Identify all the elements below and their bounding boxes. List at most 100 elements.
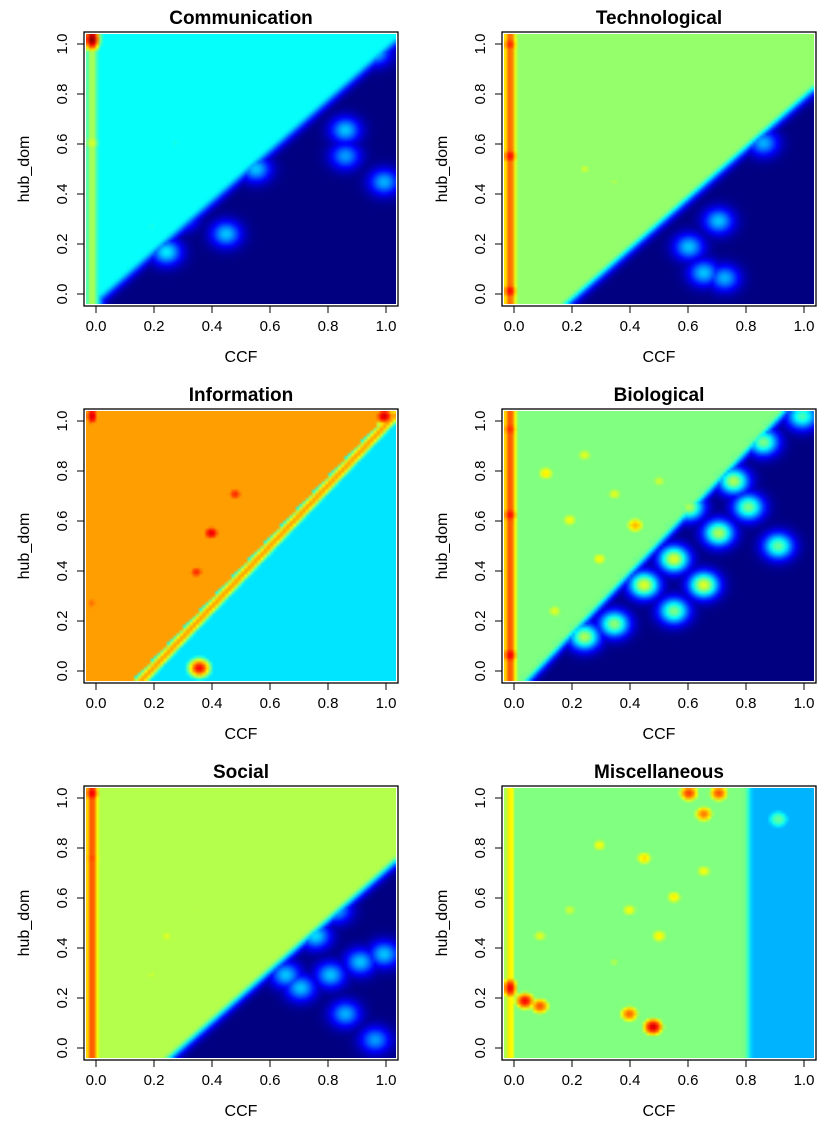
y-tick-label: 0.4 <box>54 184 71 205</box>
chart-title: Communication <box>169 8 313 29</box>
plot-frame <box>501 408 817 684</box>
x-tick-label: 0.6 <box>678 318 699 335</box>
heatmap-raster <box>86 34 396 304</box>
y-tick-label: 0.4 <box>472 184 489 205</box>
x-tick-label: 0.0 <box>504 318 525 335</box>
panel-social: Social 0.0 0.2 0.4 0.6 0.8 1.0 0.0 0.2 0.4 0.6 0.8 1… <box>16 762 399 1120</box>
x-tick-label: 0.6 <box>260 1072 281 1089</box>
y-tick-label: 1.0 <box>54 788 71 809</box>
y-axis-label: hub_dom <box>16 890 33 957</box>
x-axis-label: CCF <box>643 726 676 743</box>
y-tick-label: 0.2 <box>54 611 71 632</box>
y-tick-label: 0.2 <box>472 234 489 255</box>
y-tick-label: 0.8 <box>54 838 71 859</box>
x-tick-label: 0.8 <box>736 318 757 335</box>
y-axis-label: hub_dom <box>434 513 451 580</box>
x-axis-label: CCF <box>643 1103 676 1120</box>
y-tick-label: 0.6 <box>472 511 489 532</box>
x-axis-label: CCF <box>643 349 676 366</box>
y-tick-label: 1.0 <box>472 788 489 809</box>
x-tick-label: 0.4 <box>202 1072 223 1089</box>
panel-communication: Communication 0.0 0.2 0.4 0.6 0.8 1.0 0.0 0.2 0.4… <box>16 8 399 366</box>
y-tick-label: 0.8 <box>472 838 489 859</box>
heatmap-raster <box>504 788 814 1058</box>
chart-title: Biological <box>614 385 705 406</box>
y-tick-label: 0.8 <box>54 461 71 482</box>
x-tick-label: 0.2 <box>144 318 165 335</box>
y-tick-label: 0.2 <box>54 988 71 1009</box>
x-tick-label: 0.2 <box>144 695 165 712</box>
heatmap-raster <box>504 34 814 304</box>
y-tick-label: 1.0 <box>54 411 71 432</box>
plot-frame <box>83 31 399 307</box>
x-tick-label: 0.2 <box>562 695 583 712</box>
x-tick-label: 0.6 <box>678 1072 699 1089</box>
x-tick-label: 0.6 <box>260 318 281 335</box>
x-tick-label: 0.4 <box>620 318 641 335</box>
x-tick-label: 1.0 <box>794 695 815 712</box>
y-tick-label: 0.6 <box>472 134 489 155</box>
heatmap-raster <box>86 788 396 1058</box>
chart-title: Social <box>213 762 269 783</box>
y-tick-label: 1.0 <box>472 34 489 55</box>
y-tick-label: 0.8 <box>472 461 489 482</box>
x-tick-label: 0.0 <box>86 318 107 335</box>
x-tick-label: 0.4 <box>202 695 223 712</box>
x-tick-label: 0.0 <box>504 1072 525 1089</box>
y-tick-label: 1.0 <box>54 34 71 55</box>
x-tick-label: 0.0 <box>86 695 107 712</box>
y-tick-label: 0.6 <box>54 134 71 155</box>
x-tick-label: 0.6 <box>260 695 281 712</box>
y-tick-label: 0.0 <box>54 1038 71 1059</box>
heatmap-raster <box>504 411 814 681</box>
panel-biological: Biological 0.0 0.2 0.4 0.6 0.8 1.0 0.0 0.2 0.4 0.6… <box>434 385 817 743</box>
y-tick-label: 0.2 <box>472 988 489 1009</box>
x-tick-label: 1.0 <box>376 695 397 712</box>
x-tick-label: 0.4 <box>620 1072 641 1089</box>
x-tick-label: 0.0 <box>504 695 525 712</box>
y-tick-label: 0.4 <box>472 938 489 959</box>
x-tick-label: 0.2 <box>144 1072 165 1089</box>
y-tick-label: 0.4 <box>54 938 71 959</box>
x-tick-label: 1.0 <box>376 318 397 335</box>
y-tick-label: 0.0 <box>472 661 489 682</box>
x-tick-label: 0.8 <box>318 318 339 335</box>
y-tick-label: 0.6 <box>54 511 71 532</box>
panel-technological: Technological 0.0 0.2 0.4 0.6 0.8 1.0 0.0 0.2 0.4… <box>434 8 817 366</box>
plot-frame <box>501 31 817 307</box>
y-tick-label: 0.0 <box>54 661 71 682</box>
x-tick-label: 1.0 <box>376 1072 397 1089</box>
y-tick-label: 0.8 <box>54 84 71 105</box>
chart-title: Miscellaneous <box>594 762 724 783</box>
y-axis-label: hub_dom <box>16 136 33 203</box>
plot-frame <box>501 785 817 1061</box>
x-tick-label: 1.0 <box>794 318 815 335</box>
x-tick-label: 0.4 <box>620 695 641 712</box>
y-axis-label: hub_dom <box>434 890 451 957</box>
plot-frame <box>83 785 399 1061</box>
x-tick-label: 0.2 <box>562 1072 583 1089</box>
x-tick-label: 0.0 <box>86 1072 107 1089</box>
x-tick-label: 0.8 <box>318 1072 339 1089</box>
plot-frame <box>83 408 399 684</box>
x-tick-label: 0.8 <box>736 695 757 712</box>
y-tick-label: 0.4 <box>472 561 489 582</box>
x-tick-label: 0.8 <box>318 695 339 712</box>
y-tick-label: 0.0 <box>54 284 71 305</box>
y-axis-label: hub_dom <box>434 136 451 203</box>
y-tick-label: 1.0 <box>472 411 489 432</box>
x-tick-label: 1.0 <box>794 1072 815 1089</box>
x-axis-label: CCF <box>225 1103 258 1120</box>
x-tick-label: 0.2 <box>562 318 583 335</box>
y-tick-label: 0.8 <box>472 84 489 105</box>
y-tick-label: 0.0 <box>472 284 489 305</box>
y-tick-label: 0.2 <box>472 611 489 632</box>
y-tick-label: 0.0 <box>472 1038 489 1059</box>
panel-information: Information 0.0 0.2 0.4 0.6 0.8 1.0 0.0 0.2 0.4 0.… <box>16 385 399 743</box>
y-axis-label: hub_dom <box>16 513 33 580</box>
x-axis-label: CCF <box>225 349 258 366</box>
x-axis-label: CCF <box>225 726 258 743</box>
chart-title: Technological <box>596 8 722 29</box>
y-tick-label: 0.6 <box>54 888 71 909</box>
